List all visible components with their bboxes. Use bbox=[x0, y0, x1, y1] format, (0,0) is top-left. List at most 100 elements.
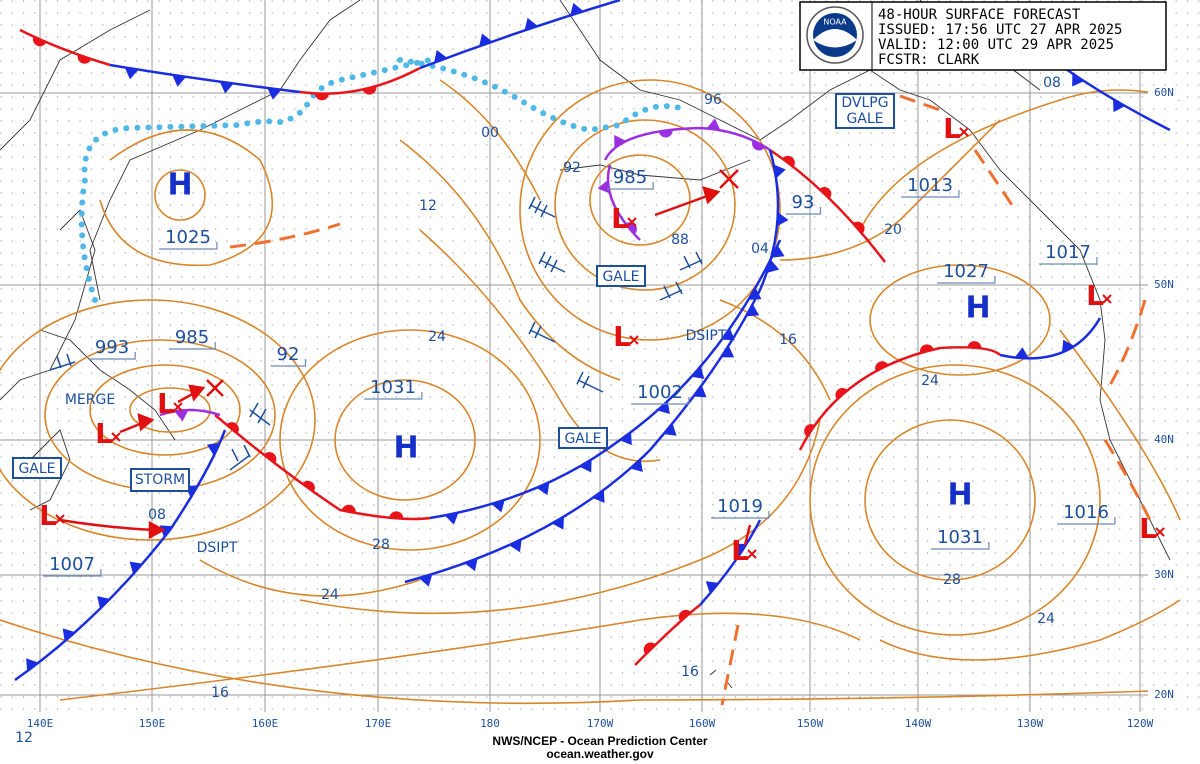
low-x bbox=[173, 402, 183, 412]
front-symbol bbox=[434, 49, 448, 63]
front-symbol bbox=[174, 410, 189, 422]
ice-edge bbox=[78, 57, 683, 303]
front-symbol bbox=[267, 87, 282, 100]
front-symbol bbox=[748, 287, 762, 300]
label-underline bbox=[1039, 257, 1098, 265]
lat-label: 60N bbox=[1154, 86, 1174, 99]
pressure-label: 1025 bbox=[165, 227, 211, 248]
header-line: FCSTR: CLARK bbox=[878, 52, 980, 68]
front-symbol bbox=[1112, 99, 1126, 113]
low-x bbox=[747, 549, 757, 559]
high-center: H bbox=[393, 431, 418, 466]
warning-label: GALE bbox=[846, 111, 883, 127]
pressure-label: 985 bbox=[175, 327, 209, 348]
pressure-label: 1007 bbox=[49, 554, 95, 575]
pressure-label: 1002 bbox=[637, 382, 683, 403]
longitude-labels: 140E 150E 160E 170E 180 170W 160W 150W 1… bbox=[27, 717, 1154, 730]
annotation: DSIPT bbox=[197, 540, 238, 556]
isobars bbox=[0, 79, 1181, 705]
cold-front bbox=[14, 429, 227, 682]
front-symbol bbox=[967, 341, 982, 349]
front-symbol bbox=[658, 129, 673, 138]
label-underline bbox=[1057, 517, 1116, 525]
front-symbol bbox=[746, 303, 760, 317]
low-x bbox=[111, 432, 121, 442]
pressure-label: 1016 bbox=[1063, 502, 1109, 523]
front-symbol bbox=[524, 17, 538, 31]
warning-label: GALE bbox=[564, 431, 601, 447]
storm-tracks bbox=[59, 169, 752, 546]
label-underline bbox=[270, 359, 307, 367]
isobar-label: 24 bbox=[321, 587, 339, 603]
lon-label: 160W bbox=[689, 717, 716, 730]
cold-front bbox=[699, 519, 762, 606]
label-underline bbox=[631, 397, 690, 405]
front-symbol bbox=[32, 36, 47, 47]
low-center: L bbox=[613, 320, 631, 353]
warm-front bbox=[634, 604, 701, 666]
pressure-label: 1031 bbox=[937, 527, 983, 548]
warm-front bbox=[769, 148, 886, 263]
cold-front bbox=[1059, 63, 1171, 132]
footer-url: ocean.weather.gov bbox=[546, 747, 654, 761]
front-symbol bbox=[341, 504, 356, 513]
occl-front bbox=[159, 408, 221, 417]
lon-label: 130W bbox=[1017, 717, 1044, 730]
label-underline bbox=[606, 182, 654, 190]
pressure-label: 993 bbox=[95, 337, 129, 358]
lon-label: 120W bbox=[1127, 717, 1154, 730]
front-symbol bbox=[663, 423, 677, 436]
front-symbol bbox=[551, 516, 564, 530]
front-symbol bbox=[630, 459, 643, 472]
warnings: GALE STORM GALE GALE DVLPG GALE MERGE DS… bbox=[12, 93, 895, 556]
label-underline bbox=[901, 190, 960, 198]
front-symbol bbox=[579, 459, 592, 473]
pressure-label: 985 bbox=[613, 167, 647, 188]
label-underline bbox=[168, 342, 216, 350]
pressure-label: 93 bbox=[792, 192, 815, 213]
low-center: L bbox=[39, 499, 57, 532]
front-symbol bbox=[597, 179, 610, 194]
warning-label: GALE bbox=[18, 461, 55, 477]
front-symbol bbox=[1014, 347, 1029, 359]
label-underline bbox=[364, 392, 423, 400]
isobar-labels: 00 12 92 88 24 16 04 20 08 96 24 28 24 2… bbox=[148, 75, 1061, 701]
isobar-label: 12 bbox=[419, 198, 437, 214]
corner-label: 12 bbox=[15, 730, 33, 746]
front-symbol bbox=[705, 581, 719, 594]
label-underline bbox=[159, 242, 218, 250]
front-symbol bbox=[570, 2, 584, 16]
lon-label: 180 bbox=[480, 717, 500, 730]
front-symbol bbox=[389, 511, 404, 519]
warning-label: DVLPG bbox=[841, 95, 888, 111]
isobar-label: 92 bbox=[563, 160, 581, 176]
isobar-label: 04 bbox=[751, 241, 769, 257]
front-symbol bbox=[643, 642, 656, 655]
pressure-label: 1031 bbox=[370, 377, 416, 398]
isobar-label: 24 bbox=[1037, 611, 1055, 627]
low-center: L bbox=[1139, 512, 1157, 545]
isobar-label: 96 bbox=[704, 92, 722, 108]
high-center: H bbox=[167, 168, 192, 203]
header-line: VALID: 12:00 UTC 29 APR 2025 bbox=[878, 37, 1114, 53]
isobar-label: 88 bbox=[671, 232, 689, 248]
front-symbol bbox=[678, 609, 692, 622]
pressure-label: 92 bbox=[277, 344, 300, 365]
high-center: H bbox=[947, 478, 972, 513]
pressure-labels: 1025 993 985 92 1031 1007 985 1002 1019 … bbox=[43, 167, 1116, 577]
lon-label: 170E bbox=[365, 717, 392, 730]
front-symbol bbox=[479, 33, 493, 47]
annotation: MERGE bbox=[65, 392, 115, 408]
isobar-label: 08 bbox=[1043, 75, 1061, 91]
front-symbol bbox=[619, 432, 632, 446]
front-symbol bbox=[508, 539, 522, 553]
front-symbol bbox=[124, 67, 139, 80]
logo-text: NOAA bbox=[823, 18, 847, 27]
front-symbol bbox=[782, 155, 795, 168]
label-underline bbox=[785, 207, 822, 215]
front-symbol bbox=[691, 366, 705, 379]
header-line: ISSUED: 17:56 UTC 27 APR 2025 bbox=[878, 22, 1122, 38]
lon-label: 150E bbox=[139, 717, 166, 730]
warm-front bbox=[214, 414, 431, 521]
